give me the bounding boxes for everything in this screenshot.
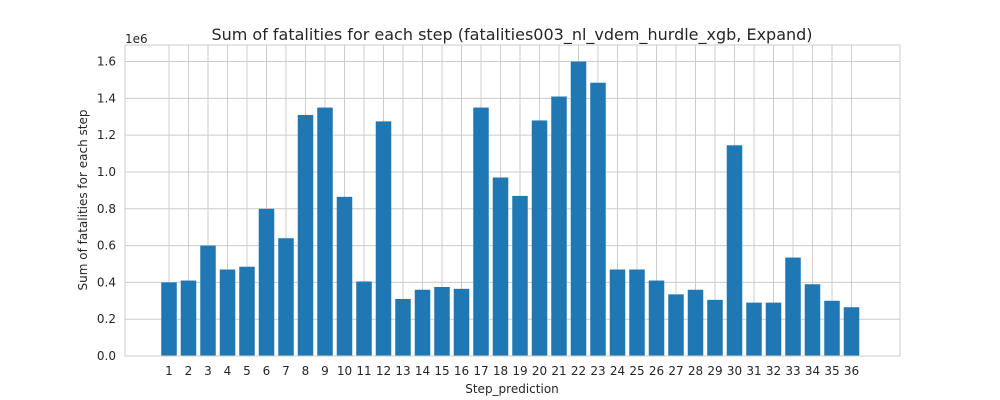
chart-title: Sum of fatalities for each step (fatalit… bbox=[211, 25, 812, 45]
bar bbox=[258, 208, 275, 356]
x-tick-label: 26 bbox=[649, 364, 664, 378]
bar bbox=[609, 269, 626, 356]
bar bbox=[843, 307, 860, 356]
x-tick-label: 8 bbox=[302, 364, 310, 378]
x-tick-label: 23 bbox=[590, 364, 605, 378]
x-tick-label: 22 bbox=[571, 364, 586, 378]
x-axis-label: Step_prediction bbox=[465, 382, 559, 396]
x-tick-label: 10 bbox=[337, 364, 352, 378]
x-tick-label: 25 bbox=[629, 364, 644, 378]
bar bbox=[492, 177, 509, 356]
x-tick-label: 13 bbox=[395, 364, 410, 378]
x-tick-label: 20 bbox=[532, 364, 547, 378]
bar bbox=[765, 302, 782, 356]
bar bbox=[590, 82, 606, 356]
y-tick-label: 1.0 bbox=[97, 165, 116, 179]
bar bbox=[434, 286, 450, 356]
x-tick-label: 32 bbox=[766, 364, 781, 378]
x-tick-label: 7 bbox=[282, 364, 290, 378]
y-tick-label: 1.2 bbox=[97, 128, 116, 142]
x-tick-label: 16 bbox=[454, 364, 469, 378]
x-tick-label: 29 bbox=[707, 364, 722, 378]
x-tick-label: 1 bbox=[165, 364, 173, 378]
y-axis-label: Sum of fatalities for each step bbox=[76, 110, 90, 291]
bar bbox=[668, 294, 684, 356]
x-tick-label: 30 bbox=[727, 364, 742, 378]
x-tick-label: 6 bbox=[263, 364, 271, 378]
bar bbox=[317, 107, 333, 356]
y-tick-label: 0.8 bbox=[97, 202, 116, 216]
x-tick-label: 11 bbox=[356, 364, 371, 378]
x-tick-label: 9 bbox=[321, 364, 329, 378]
y-tick-label: 1.4 bbox=[97, 91, 116, 105]
x-tick-label: 5 bbox=[243, 364, 251, 378]
bar bbox=[453, 288, 470, 356]
x-tick-label: 28 bbox=[688, 364, 703, 378]
y-tick-label: 1.6 bbox=[97, 55, 116, 69]
y-tick-label: 0.6 bbox=[97, 239, 116, 253]
bar bbox=[414, 289, 431, 356]
bar bbox=[629, 269, 645, 356]
x-tick-labels: 1 2 3 4 5 6 7 8 9 10 11 12 13 14 15 16 17 18 19 20 21 22 23 24 2… bbox=[165, 364, 859, 378]
bar bbox=[648, 280, 665, 356]
bar bbox=[219, 269, 236, 356]
bar bbox=[395, 298, 411, 356]
y-tick-label: 0.2 bbox=[97, 312, 116, 326]
bar bbox=[531, 120, 548, 356]
x-tick-label: 4 bbox=[224, 364, 232, 378]
x-tick-label: 18 bbox=[493, 364, 508, 378]
x-tick-label: 21 bbox=[551, 364, 566, 378]
bars bbox=[161, 61, 860, 357]
x-tick-label: 14 bbox=[415, 364, 430, 378]
bar bbox=[551, 96, 567, 357]
y-tick-label: 0.4 bbox=[97, 275, 116, 289]
bar bbox=[297, 114, 314, 357]
bar bbox=[200, 245, 216, 356]
x-tick-label: 15 bbox=[434, 364, 449, 378]
bar bbox=[375, 121, 392, 357]
bar bbox=[726, 145, 743, 356]
x-tick-label: 35 bbox=[824, 364, 839, 378]
plot-frame bbox=[124, 44, 901, 357]
bar bbox=[707, 299, 723, 356]
bar bbox=[161, 282, 177, 356]
bar bbox=[239, 266, 255, 356]
bar bbox=[512, 195, 528, 356]
bar bbox=[804, 284, 821, 356]
x-tick-label: 3 bbox=[204, 364, 212, 378]
x-tick-label: 17 bbox=[473, 364, 488, 378]
x-tick-label: 27 bbox=[668, 364, 683, 378]
bar bbox=[746, 302, 762, 356]
x-tick-label: 34 bbox=[805, 364, 820, 378]
bar bbox=[278, 238, 294, 356]
x-tick-label: 12 bbox=[376, 364, 391, 378]
x-tick-label: 31 bbox=[746, 364, 761, 378]
bar bbox=[824, 300, 840, 356]
bar bbox=[356, 281, 372, 356]
bar bbox=[473, 107, 489, 356]
y-tick-label: 0.0 bbox=[97, 349, 116, 363]
x-tick-label: 36 bbox=[844, 364, 859, 378]
bar bbox=[785, 257, 801, 356]
bar bbox=[336, 196, 353, 356]
bar bbox=[687, 289, 704, 356]
bar bbox=[570, 61, 587, 356]
y-scale-label: 1e6 bbox=[125, 32, 148, 46]
x-tick-label: 19 bbox=[512, 364, 527, 378]
bar bbox=[180, 280, 197, 356]
x-tick-label: 2 bbox=[185, 364, 193, 378]
x-tick-label: 33 bbox=[785, 364, 800, 378]
x-tick-label: 24 bbox=[610, 364, 625, 378]
y-tick-labels: 0.0 0.2 0.4 0.6 0.8 1.0 1.2 1.4 1.6 bbox=[97, 55, 116, 363]
